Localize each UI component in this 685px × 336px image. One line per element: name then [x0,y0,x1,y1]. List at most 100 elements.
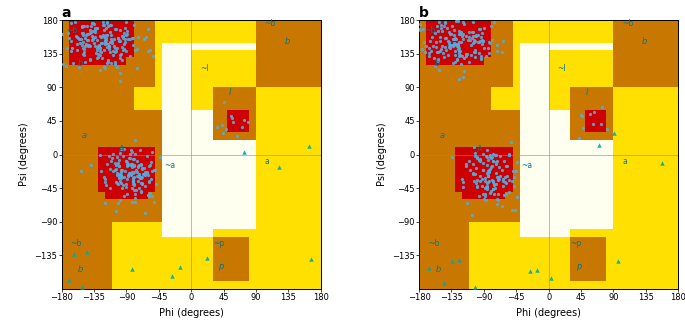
Bar [285,117,292,125]
Bar [455,65,462,73]
Bar [664,162,671,169]
Bar [90,50,98,57]
Bar [671,65,678,73]
Bar [426,162,434,169]
Point [468,33,479,39]
Bar [220,229,227,237]
Bar [69,259,76,266]
Bar [127,259,134,266]
Text: p: p [219,262,224,271]
Bar [613,140,621,147]
Bar [512,35,520,43]
Bar [112,20,119,28]
Bar [419,192,426,199]
Bar [448,192,455,199]
Bar [98,117,105,125]
Bar [599,244,606,252]
Point [112,182,123,187]
Bar [256,102,263,110]
Bar [306,214,314,222]
Bar [592,132,599,140]
Point [577,114,588,119]
Bar [426,207,434,214]
Point [475,158,486,164]
Bar [506,266,512,274]
Bar [76,184,84,192]
Bar [635,192,642,199]
Bar [419,282,426,289]
Bar [419,177,426,184]
Bar [227,274,234,282]
Bar [155,169,162,177]
Bar [263,65,271,73]
Point [489,183,500,188]
Bar [220,102,227,110]
Bar [69,282,76,289]
Text: ~b: ~b [66,26,78,35]
Bar [549,274,556,282]
Point [122,29,133,34]
Point [96,41,107,46]
Bar [462,274,469,282]
Point [435,46,446,52]
Point [482,45,493,50]
Point [101,41,112,46]
Bar [434,95,440,102]
Bar [613,155,621,162]
Point [90,25,101,31]
Bar [84,28,90,35]
Bar [263,140,271,147]
Point [455,61,466,67]
Bar [671,237,678,244]
Bar [112,266,119,274]
Bar [199,95,205,102]
Bar [242,237,249,244]
Bar [306,50,314,57]
Bar [90,43,98,50]
Bar [119,177,127,184]
Bar [642,274,649,282]
Bar [664,259,671,266]
Bar [671,87,678,95]
Bar [292,50,299,57]
Point [451,57,462,62]
Bar [69,28,76,35]
Bar [477,274,484,282]
Bar [570,274,577,282]
Bar [434,132,440,140]
Bar [434,162,440,169]
Bar [134,50,141,57]
Bar [627,125,635,132]
Bar [263,259,271,266]
Bar [570,102,577,110]
Bar [527,259,534,266]
Bar [134,222,141,229]
Bar [141,35,148,43]
Bar [84,184,90,192]
Bar [434,222,440,229]
Bar [627,102,635,110]
Bar [419,50,426,57]
Point [429,63,440,69]
Bar [592,20,599,28]
Bar [263,102,271,110]
Bar [649,43,656,50]
Bar [277,80,285,87]
Bar [621,229,627,237]
Point [62,46,73,51]
Point [122,176,133,181]
Bar [62,177,69,184]
Bar [105,274,112,282]
Bar [155,87,162,95]
Point [445,31,456,37]
Bar [498,192,506,199]
Bar [469,237,477,244]
Bar [671,214,678,222]
Bar [606,125,613,132]
Bar [271,252,277,259]
Bar [220,65,227,73]
Bar [477,110,484,117]
Bar [84,102,90,110]
Bar [426,184,434,192]
Bar [177,20,184,28]
